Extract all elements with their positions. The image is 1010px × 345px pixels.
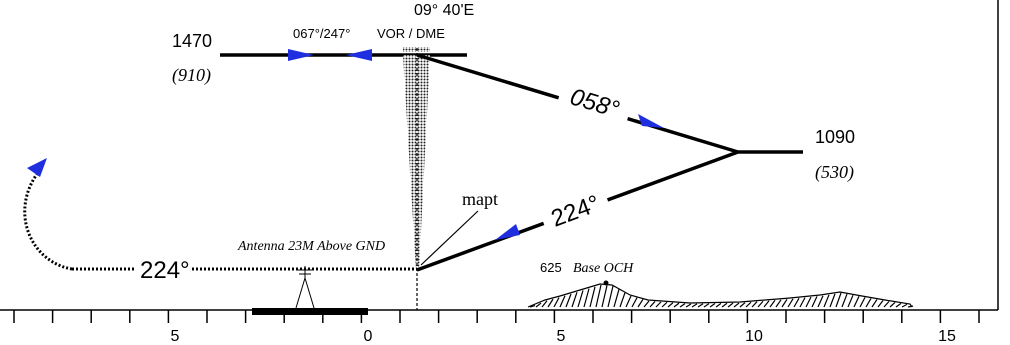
terrain-hatch — [559, 295, 566, 308]
antenna-label: Antenna 23M Above GND — [237, 239, 385, 254]
inbound-track-label: 224° — [548, 190, 604, 232]
terrain-hatch — [757, 300, 764, 308]
missed-approach-turn — [23, 169, 73, 271]
terrain-hatch — [775, 299, 782, 308]
missed-track-label: 224° — [140, 257, 190, 284]
scale-label-5-right: 5 — [557, 328, 566, 345]
terrain-hatch — [883, 301, 890, 308]
terrain-hatch — [601, 285, 608, 308]
terrain-hatch — [589, 286, 596, 308]
terrain-hatch — [583, 288, 590, 308]
terrain-hatch — [547, 298, 554, 308]
arrow-icon — [495, 224, 520, 240]
terrain-hatch — [865, 298, 872, 308]
terrain-hatch — [703, 303, 710, 308]
terrain-hatch — [613, 289, 620, 308]
scale-label-5-left: 5 — [171, 328, 180, 345]
terrain-hatch — [805, 296, 812, 308]
terrain-hatch — [685, 303, 692, 308]
terrain-hatch — [625, 295, 632, 308]
terrain-hatch — [643, 300, 650, 308]
terrain-hatch — [781, 298, 788, 308]
terrain-hatch — [529, 304, 536, 308]
terrain-hatch — [739, 302, 746, 308]
terrain-hatch — [901, 303, 908, 308]
scale-label-10: 10 — [745, 328, 763, 345]
navaid-label: VOR / DME — [377, 26, 445, 41]
terrain-hatch — [679, 303, 686, 308]
arrow-icon — [288, 49, 314, 61]
terrain-hatch — [733, 302, 740, 308]
terrain-hatch — [721, 302, 728, 308]
scale-label-0: 0 — [364, 328, 373, 345]
terrain-hatch — [667, 302, 674, 308]
terrain-hatch — [769, 299, 776, 308]
terrain-hatch — [631, 297, 638, 308]
terrain-hatch — [811, 296, 818, 308]
terrain-hatch — [787, 298, 794, 308]
mapt-label: mapt — [462, 189, 498, 209]
scale-label-15: 15 — [938, 328, 956, 345]
terrain-hatch — [535, 302, 542, 308]
terrain-hatch — [823, 294, 830, 308]
right-height: (530) — [815, 162, 854, 183]
terrain-hatch — [877, 300, 884, 308]
och-value: 625 — [540, 260, 562, 275]
terrain-hatch — [691, 303, 698, 308]
terrain-hatch — [577, 290, 584, 308]
terrain-hatch — [889, 301, 896, 308]
mapt-leader-line — [420, 210, 479, 266]
outbound-track-label-group: 058° — [556, 78, 634, 126]
terrain-hatch — [799, 297, 806, 308]
terrain-hatch — [661, 301, 668, 308]
terrain-hatch — [835, 292, 842, 308]
terrain-hatch — [595, 284, 602, 308]
terrain-hatch — [655, 301, 662, 308]
terrain-hatch — [871, 299, 878, 308]
terrain-hatch — [907, 305, 914, 308]
terrain-hatch — [649, 301, 656, 308]
magnetic-variation: 09° 40'E — [414, 2, 474, 19]
terrain-hatch — [859, 297, 866, 308]
terrain-hatch — [793, 297, 800, 308]
outbound-track-label: 058° — [567, 83, 623, 123]
terrain-hatch — [553, 297, 560, 308]
terrain-hatch — [607, 285, 614, 308]
terrain-hatch — [829, 293, 836, 308]
terrain-hatch — [673, 302, 680, 308]
radial-label: 067°/247° — [293, 26, 350, 41]
arrow-icon — [638, 114, 664, 128]
left-altitude: 1470 — [172, 31, 212, 51]
och-label: Base OCH — [573, 261, 634, 276]
terrain-profile — [527, 283, 914, 308]
terrain-hatch — [637, 299, 644, 308]
arrow-icon — [27, 158, 47, 177]
terrain-hatch — [619, 292, 626, 308]
terrain-hatch — [565, 293, 572, 308]
inbound-track-label-group: 224° — [537, 184, 613, 236]
terrain-hatch — [727, 302, 734, 308]
terrain-hatch — [895, 302, 902, 308]
terrain-hatch — [697, 303, 704, 308]
right-altitude: 1090 — [815, 127, 855, 147]
scale-bar-segment — [252, 308, 368, 315]
terrain-hatch — [853, 296, 860, 308]
terrain-hatch — [745, 301, 752, 308]
scale-ticks — [13, 310, 980, 323]
terrain-hatch — [841, 293, 848, 308]
arrow-icon — [346, 49, 372, 61]
terrain-hatch — [541, 300, 548, 308]
terrain-hatch — [763, 300, 770, 308]
terrain-hatch — [817, 295, 824, 308]
left-height: (910) — [172, 65, 211, 86]
terrain-hatch — [709, 303, 716, 308]
antenna-icon — [295, 266, 315, 309]
missed-track-label-group: 224° — [135, 252, 192, 284]
terrain-hatch — [571, 292, 578, 308]
terrain-hatch — [715, 302, 722, 308]
terrain-hatch — [751, 301, 758, 308]
terrain-hatch — [847, 294, 854, 308]
